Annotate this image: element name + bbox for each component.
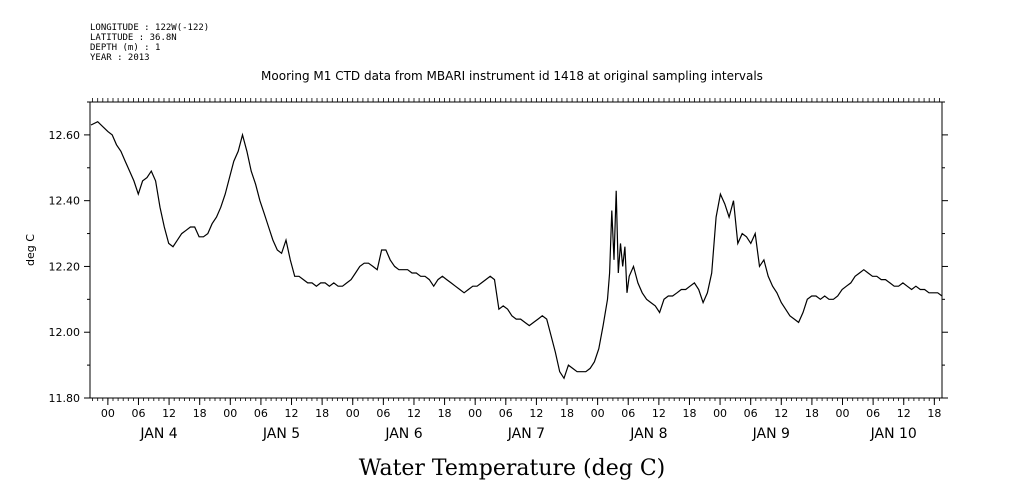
y-tick-label: 12.40 bbox=[49, 195, 81, 208]
minor-ticks bbox=[92, 98, 940, 401]
y-axis-label: deg C bbox=[24, 234, 37, 266]
day-labels: JAN 4 JAN 5 JAN 6 JAN 7 JAN 8 JAN 9 JAN 10 bbox=[139, 426, 916, 442]
hourly-tick-marks bbox=[92, 98, 940, 401]
x-tick-label: 00 bbox=[836, 407, 850, 420]
depth-label: DEPTH (m) : 1 bbox=[90, 43, 160, 53]
x-tick-label: 18 bbox=[438, 407, 452, 420]
plot-frame bbox=[89, 101, 943, 399]
x-tick-label: 00 bbox=[468, 407, 482, 420]
x-tick-label: 00 bbox=[346, 407, 360, 420]
y-tick-label: 12.60 bbox=[49, 129, 81, 142]
x-tick-label: 12 bbox=[529, 407, 543, 420]
x-tick-label: 00 bbox=[223, 407, 237, 420]
x-tick-label: 06 bbox=[621, 407, 635, 420]
bottom-title: Water Temperature (deg C) bbox=[359, 456, 666, 481]
x-tick-label: 18 bbox=[927, 407, 941, 420]
x-tick-label: 00 bbox=[713, 407, 727, 420]
x-tick-label: 06 bbox=[131, 407, 145, 420]
x-tick-label: 06 bbox=[866, 407, 880, 420]
day-label: JAN 4 bbox=[139, 426, 177, 442]
y-tick-label: 11.80 bbox=[49, 392, 81, 405]
x-tick-label: 06 bbox=[254, 407, 268, 420]
y-tick-label: 12.00 bbox=[49, 326, 81, 339]
x-tick-label: 18 bbox=[193, 407, 207, 420]
longitude-label: LONGITUDE : 122W(-122) bbox=[90, 23, 209, 33]
x-tick-label: 12 bbox=[652, 407, 666, 420]
x-tick-label: 06 bbox=[744, 407, 758, 420]
temperature-series-line bbox=[90, 120, 943, 380]
day-label: JAN 7 bbox=[507, 426, 545, 442]
day-label: JAN 5 bbox=[262, 426, 300, 442]
x-tick-label: 18 bbox=[560, 407, 574, 420]
x-tick-label: 12 bbox=[162, 407, 176, 420]
x-tick-label: 00 bbox=[101, 407, 115, 420]
chart-title: Mooring M1 CTD data from MBARI instrumen… bbox=[261, 69, 763, 83]
x-tick-label: 12 bbox=[774, 407, 788, 420]
y-axis: 12.60 12.40 12.20 12.00 11.80 bbox=[49, 101, 948, 405]
x-tick-label: 12 bbox=[285, 407, 299, 420]
x-axis: 00 06 12 18 00 06 12 18 00 06 12 18 00 06 12 18 00 06 12 18… bbox=[101, 398, 941, 420]
x-tick-label: 12 bbox=[407, 407, 421, 420]
x-tick-label: 06 bbox=[499, 407, 513, 420]
x-tick-label: 06 bbox=[376, 407, 390, 420]
y-tick-label: 12.20 bbox=[49, 260, 81, 273]
day-label: JAN 9 bbox=[752, 426, 790, 442]
x-tick-label: 18 bbox=[805, 407, 819, 420]
x-tick-label: 18 bbox=[315, 407, 329, 420]
year-label: YEAR : 2013 bbox=[90, 53, 150, 63]
x-tick-label: 18 bbox=[682, 407, 696, 420]
x-tick-label: 00 bbox=[591, 407, 605, 420]
x-tick-label: 12 bbox=[897, 407, 911, 420]
day-label: JAN 8 bbox=[629, 426, 667, 442]
latitude-label: LATITUDE : 36.8N bbox=[90, 33, 177, 43]
day-label: JAN 10 bbox=[870, 426, 917, 442]
day-label: JAN 6 bbox=[384, 426, 422, 442]
